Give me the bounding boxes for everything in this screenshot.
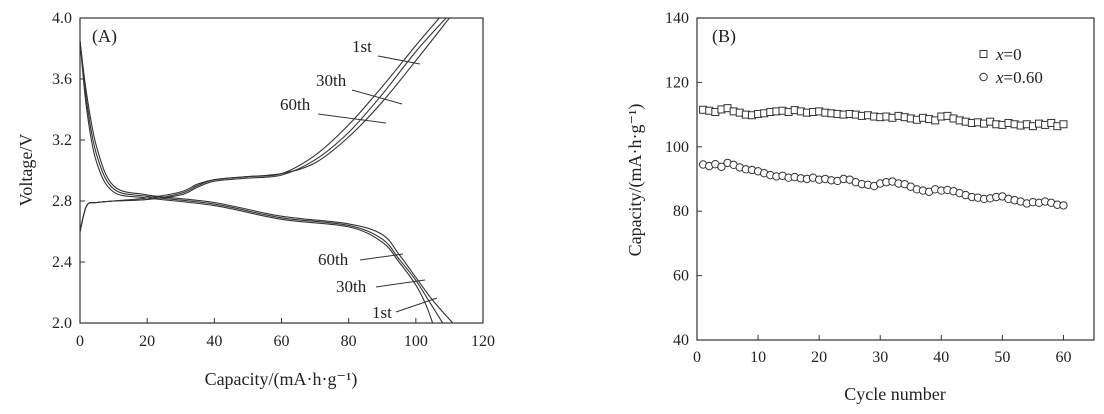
- annotation-label-60th: 60th: [280, 95, 311, 114]
- legend-marker-circle: [979, 72, 988, 82]
- panel-a-y-tick-label: 2.8: [52, 193, 72, 210]
- panel-b-y-tick-label: 140: [665, 10, 689, 27]
- panel-b-label: (B): [712, 26, 736, 47]
- panel-b-y-tick-label: 120: [665, 74, 689, 91]
- panel-a-y-axis-label: Voltage/V: [16, 134, 36, 207]
- panel-b-x-tick-label: 10: [750, 349, 766, 366]
- point-series-x0: [1059, 120, 1068, 129]
- annotation-label-30th: 30th: [316, 71, 347, 90]
- panel-b-x-tick-label: 40: [933, 349, 949, 366]
- annotation-leader-line: [375, 279, 426, 288]
- panel-a-y-ticks: 2.0 2.4 2.8 3.2 3.6 4.0: [52, 10, 85, 332]
- annotation-leader-line: [317, 113, 387, 124]
- panel-b-y-ticks: 40 60 80 100 120 140: [665, 10, 702, 349]
- panel-b-y-tick-label: 40: [673, 332, 689, 349]
- panel-a-x-tick-label: 100: [404, 333, 428, 350]
- panel-b-y-axis-label: Capacity/(mA·h·g⁻¹): [625, 104, 646, 257]
- panel-a-frame: [79, 17, 484, 324]
- panel-a-x-tick-label: 60: [274, 333, 290, 350]
- panel-a-x-tick-label: 40: [206, 333, 222, 350]
- panel-a-x-ticks: 0 20 40 60 80 100 120: [76, 318, 495, 350]
- panel-a-x-tick-label: 20: [139, 333, 155, 350]
- discharge-curve-1st: [79, 40, 454, 324]
- panel-b-x-ticks: 0 10 20 30 40 50 60: [693, 335, 1071, 366]
- panel-b-points: [698, 104, 1068, 210]
- panel-a-x-tick-label: 80: [341, 333, 357, 350]
- panel-b-x-tick-label: 60: [1055, 349, 1071, 366]
- annotation-label-60th: 60th: [318, 250, 349, 269]
- annotation-leader-line: [395, 297, 438, 313]
- legend-entry-label: x=0.60: [995, 68, 1043, 87]
- annotation-leader-line: [351, 89, 403, 105]
- panel-a: (A) 0 20 40 60 80 100 120 2.0 2.4 2.8 3.2 3.6 4.0 1…: [16, 10, 495, 390]
- panel-a-x-tick-label: 120: [471, 333, 495, 350]
- panel-b-x-tick-label: 30: [872, 349, 888, 366]
- annotation-leader-line: [359, 253, 404, 261]
- discharge-curve-30th: [79, 40, 444, 324]
- panel-b-y-tick-label: 100: [665, 139, 689, 156]
- panel-b-y-tick-label: 80: [673, 203, 689, 220]
- point-series-x060: [1059, 201, 1068, 210]
- annotation-leader-line: [377, 55, 421, 65]
- annotation-label-30th: 30th: [336, 277, 367, 296]
- panel-a-annotations: 1st 30th 60th 60th 30th 1st: [280, 37, 438, 322]
- panel-a-y-tick-label: 2.4: [52, 254, 72, 271]
- panel-b-x-axis-label: Cycle number: [844, 384, 945, 404]
- panel-a-y-tick-label: 4.0: [52, 10, 72, 27]
- panel-a-curves: [79, 17, 454, 324]
- panel-a-x-axis-label: Capacity/(mA·h·g⁻¹): [205, 369, 358, 390]
- point-series-x060: [717, 162, 726, 171]
- panel-b-x-tick-label: 0: [693, 349, 701, 366]
- panel-a-y-tick-label: 2.0: [52, 315, 72, 332]
- panel-b-frame: [696, 17, 1095, 341]
- panel-a-y-tick-label: 3.6: [52, 71, 72, 88]
- panel-a-x-tick-label: 0: [76, 333, 84, 350]
- panel-b-x-tick-label: 20: [811, 349, 827, 366]
- legend-marker-square: [979, 50, 988, 58]
- panel-b-y-tick-label: 60: [673, 268, 689, 285]
- annotation-label-1st: 1st: [372, 303, 392, 322]
- panel-a-label: (A): [92, 26, 117, 47]
- panel-a-y-tick-label: 3.2: [52, 132, 72, 149]
- panel-b-x-tick-label: 50: [994, 349, 1010, 366]
- charge-curve-60th: [79, 17, 450, 232]
- panel-b-legend: x=0 x=0.60: [979, 45, 1043, 87]
- legend-entry-label: x=0: [995, 45, 1022, 64]
- discharge-curve-60th: [79, 40, 434, 324]
- annotation-label-1st: 1st: [352, 37, 372, 56]
